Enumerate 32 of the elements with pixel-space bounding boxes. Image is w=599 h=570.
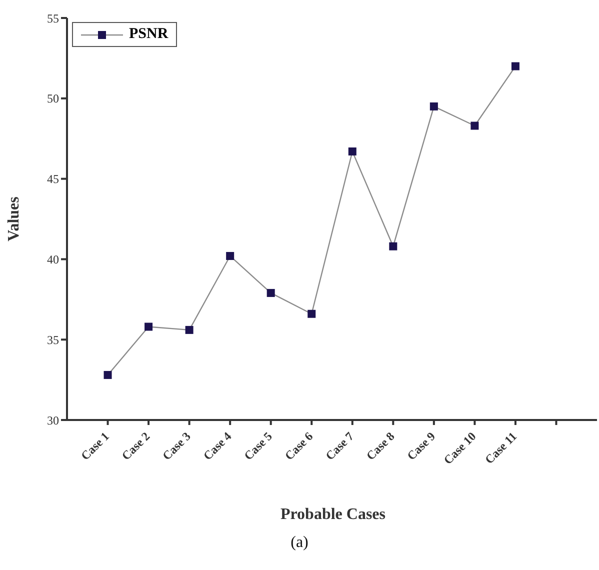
- point: [226, 252, 234, 260]
- point: [430, 102, 438, 110]
- text: (a): [290, 534, 310, 552]
- y-tick-label: 30: [47, 413, 59, 428]
- x-tick-label: Case 9: [404, 429, 438, 463]
- y-tick-label: 35: [47, 332, 59, 347]
- point: [511, 62, 520, 70]
- point: [470, 122, 479, 130]
- point: [389, 242, 398, 250]
- x-tick-label: Case 2: [118, 429, 153, 463]
- point: [144, 322, 153, 331]
- y-axis-title: Values: [6, 196, 23, 242]
- x-tick-label: Case 3: [160, 429, 194, 463]
- x-tick-label: Case 6: [282, 429, 316, 463]
- point: [308, 310, 316, 318]
- x-tick-label: Case 8: [364, 429, 398, 463]
- x-tick-label: Case 1: [78, 429, 112, 463]
- y-tick-label: 40: [47, 252, 59, 266]
- point: [348, 147, 356, 156]
- point: [185, 326, 194, 334]
- x-tick-label: Case 4: [200, 429, 234, 463]
- y-tick-label: 50: [47, 92, 59, 106]
- legend-label: PSNR: [129, 26, 168, 43]
- x-tick-label: Case 5: [241, 429, 275, 463]
- x-axis-title: Probable Cases: [279, 506, 387, 524]
- y-tick-label: 45: [47, 172, 59, 186]
- x-tick-label: Case 10: [440, 429, 479, 468]
- x-tick-label: Case 7: [322, 429, 356, 463]
- point: [104, 370, 112, 379]
- x-tick-label: Case 11: [482, 429, 520, 467]
- y-tick-label: 55: [47, 11, 59, 26]
- point: [266, 288, 275, 297]
